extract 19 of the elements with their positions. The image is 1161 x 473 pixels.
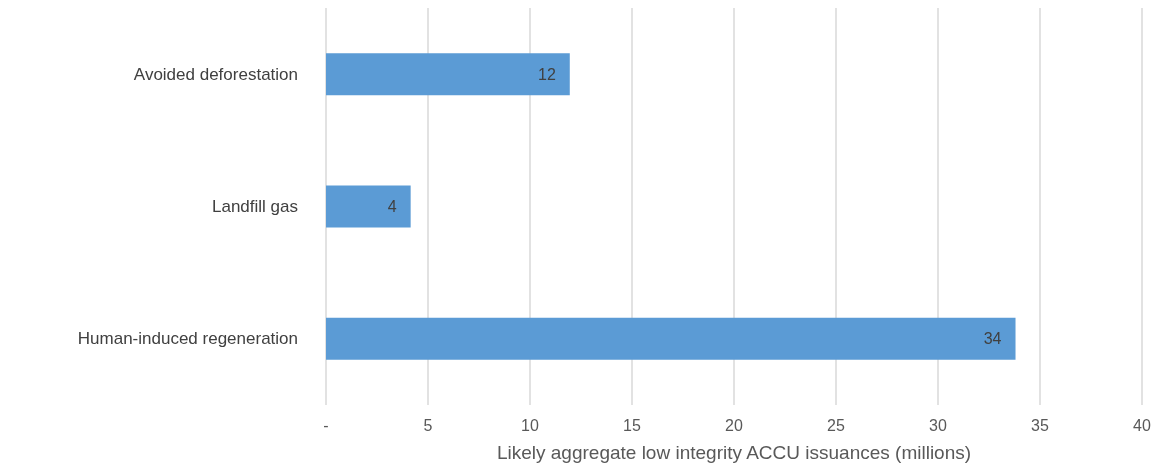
- bar: [326, 53, 570, 96]
- x-axis-title: Likely aggregate low integrity ACCU issuances (millions): [496, 442, 972, 463]
- x-tick-label: 40: [1133, 416, 1151, 434]
- x-tick-label: 25: [827, 416, 845, 434]
- data-label: 4: [387, 198, 397, 215]
- x-tick-label: 30: [929, 416, 947, 434]
- data-label: 12: [537, 65, 556, 83]
- bar: [326, 317, 1016, 360]
- x-tick-label: 10: [521, 416, 539, 434]
- x-tick-label: -: [323, 416, 329, 434]
- y-tick-label: Avoided deforestation: [133, 64, 298, 84]
- x-tick-label: 35: [1031, 416, 1049, 434]
- x-tick-label: 5: [423, 416, 433, 434]
- y-tick-label: Human-induced regeneration: [77, 329, 298, 349]
- y-tick-label: Landfill gas: [211, 197, 298, 216]
- bar: [326, 185, 411, 228]
- x-tick-label: 15: [623, 416, 641, 434]
- x-tick-label: 20: [725, 416, 743, 434]
- data-label: 34: [983, 330, 1002, 348]
